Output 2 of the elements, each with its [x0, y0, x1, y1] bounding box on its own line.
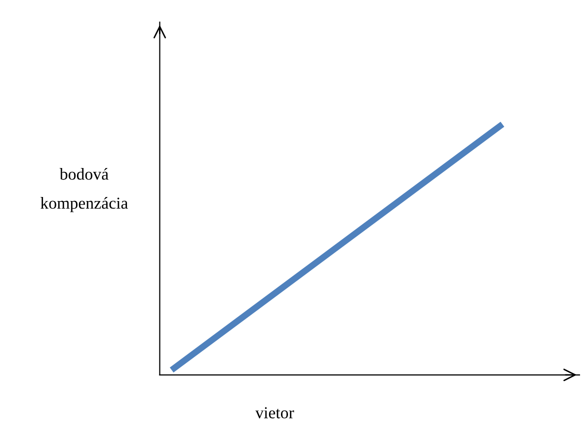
- x-axis-title: vietor: [255, 407, 294, 418]
- y-axis-title: bodová kompenzácia: [40, 168, 128, 212]
